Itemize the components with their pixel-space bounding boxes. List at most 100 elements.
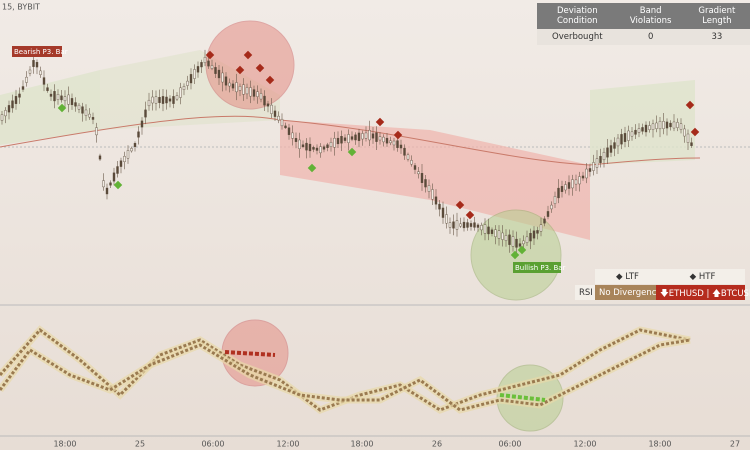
candle-body — [11, 100, 14, 109]
candle-body — [658, 120, 662, 130]
candle-body — [7, 105, 11, 113]
bearish-zone — [205, 20, 295, 110]
candle-body — [277, 115, 280, 121]
candle-body — [18, 93, 21, 98]
candle-body — [109, 182, 112, 186]
candle-body — [301, 144, 305, 148]
candle-body — [350, 136, 354, 140]
candle-body — [319, 146, 322, 154]
candle-body — [452, 221, 455, 229]
candle-body — [420, 173, 424, 183]
candle-body — [410, 160, 413, 165]
candle-body — [627, 130, 630, 141]
candle-body — [476, 224, 480, 228]
candle-body — [21, 86, 25, 90]
candle-body — [417, 171, 420, 175]
candle-body — [609, 145, 613, 153]
candle-body — [389, 140, 392, 144]
candle-body — [546, 211, 550, 217]
candle-body — [564, 184, 567, 191]
candle-body — [270, 104, 273, 114]
candle-body — [511, 236, 515, 247]
band-green — [0, 70, 100, 145]
candle-body — [441, 207, 445, 218]
candle-body — [112, 172, 116, 182]
candle-body — [284, 125, 287, 129]
candle-body — [480, 225, 483, 231]
candle-body — [28, 69, 32, 74]
x-tick-label: 06:00 — [498, 440, 521, 449]
ltf-label: ◆ LTF — [595, 269, 660, 284]
candle-body — [305, 142, 308, 151]
symbol-label: 15, BYBIT — [2, 3, 40, 12]
rsi-glow — [0, 336, 691, 414]
htf-label: ◆ HTF — [660, 269, 745, 284]
candle-body — [312, 147, 315, 150]
pairs-label: 🡇ETHUSD | 🡅BTCUSD — [656, 285, 750, 300]
candle-body — [336, 137, 340, 145]
candle-body — [168, 98, 172, 102]
candle-body — [238, 86, 242, 91]
candle-body — [483, 224, 487, 234]
candle-body — [315, 147, 319, 151]
candle-body — [539, 224, 543, 232]
candle-body — [424, 179, 427, 188]
candle-body — [133, 143, 137, 147]
candle-body — [644, 124, 648, 133]
rsi-label: RSI — [575, 285, 595, 300]
candle-body — [637, 128, 641, 133]
table-header: Gradient Length — [683, 3, 750, 29]
x-axis: 18:00 25 06:00 12:00 18:00 26 06:00 12:00 18:00 2… — [53, 440, 740, 449]
bullish-marker — [347, 147, 357, 157]
x-tick-label: 18:00 — [350, 440, 373, 449]
candle-body — [228, 82, 231, 87]
candle-body — [557, 187, 560, 199]
candle-body — [469, 223, 473, 227]
candle-body — [242, 84, 245, 95]
candle-body — [371, 133, 375, 139]
candle-body — [382, 136, 385, 143]
candle-body — [200, 62, 203, 68]
candle-body — [529, 232, 532, 242]
candle-body — [641, 127, 644, 132]
candle-body — [154, 96, 158, 104]
candle-body — [578, 176, 581, 185]
candle-body — [427, 185, 431, 192]
candle-body — [294, 138, 298, 142]
candle-body — [399, 144, 403, 149]
candle-body — [137, 131, 140, 138]
candle-body — [459, 223, 462, 227]
x-tick-label: 12:00 — [573, 440, 596, 449]
candle-body — [648, 125, 651, 130]
bullish-marker — [307, 163, 317, 173]
candle-body — [406, 154, 410, 160]
candle-body — [501, 232, 504, 240]
candles — [0, 49, 700, 260]
status-table: Deviation Condition Band Violations Gradie… — [537, 3, 750, 45]
candle-body — [655, 122, 658, 129]
candle-body — [525, 236, 529, 243]
candle-body — [214, 67, 217, 74]
candle-body — [431, 189, 434, 200]
candle-body — [329, 142, 333, 147]
candle-body — [42, 77, 46, 85]
candle-body — [147, 99, 151, 107]
candle-body — [172, 96, 175, 104]
candle-body — [287, 127, 291, 135]
candle-body — [259, 93, 263, 100]
candle-body — [56, 94, 60, 100]
candle-body — [532, 230, 536, 239]
candle-body — [207, 60, 210, 67]
candle-body — [273, 110, 277, 117]
rsi-bearish-segment — [224, 350, 276, 357]
candle-body — [588, 168, 592, 172]
bearish-marker — [465, 210, 475, 220]
candle-body — [392, 140, 396, 146]
bearish-marker — [243, 50, 253, 60]
candle-body — [123, 155, 126, 163]
candle-body — [494, 229, 497, 237]
candle-body — [361, 133, 364, 140]
candle-body — [585, 168, 588, 179]
candle-body — [67, 94, 70, 105]
